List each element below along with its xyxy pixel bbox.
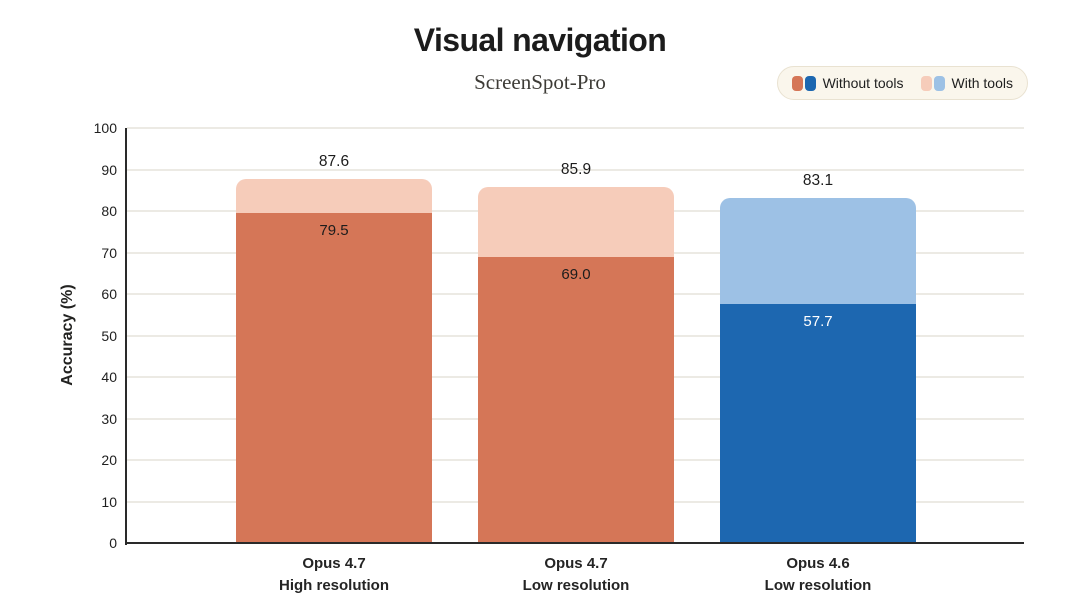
bar-segment-with-tools bbox=[720, 198, 916, 304]
y-tick-label: 30 bbox=[101, 410, 117, 427]
y-tick-label: 40 bbox=[101, 369, 117, 385]
y-tick-label: 70 bbox=[101, 244, 117, 261]
bar-value-label-without-tools: 79.5 bbox=[319, 222, 349, 240]
legend-swatch-icon bbox=[920, 75, 932, 91]
bar-value-label-total: 83.1 bbox=[802, 172, 834, 190]
bar-segment-without-tools bbox=[236, 213, 432, 542]
bar-segment-with-tools bbox=[236, 179, 432, 214]
y-tick-label: 100 bbox=[93, 120, 117, 136]
bar-segment-with-tools bbox=[478, 186, 674, 257]
x-category-line1: Opus 4.6 bbox=[786, 555, 850, 572]
y-axis-title: Accuracy (%) bbox=[59, 284, 76, 386]
chart-title: Visual navigation bbox=[413, 22, 667, 58]
x-category-label: Opus 4.6 Low resolution bbox=[698, 553, 938, 597]
chart-subtitle: ScreenSpot-Pro bbox=[474, 70, 606, 94]
x-category-label: Opus 4.7 Low resolution bbox=[456, 553, 696, 597]
legend-item: With tools bbox=[920, 75, 1013, 91]
x-axis-line bbox=[125, 542, 1024, 544]
legend-item-label: With tools bbox=[951, 75, 1013, 91]
bar-segment-without-tools bbox=[720, 303, 916, 542]
x-category-line1: Opus 4.7 bbox=[302, 555, 366, 572]
y-tick-label: 90 bbox=[101, 161, 117, 178]
y-tick-label: 10 bbox=[101, 493, 117, 510]
bar-value-label-total: 87.6 bbox=[318, 153, 350, 171]
gridline bbox=[127, 127, 1024, 129]
y-tick-label: 20 bbox=[101, 452, 117, 468]
y-tick-label: 60 bbox=[101, 286, 117, 302]
x-category-line1: Opus 4.7 bbox=[544, 555, 608, 572]
x-category-line2: Low resolution bbox=[522, 577, 630, 594]
x-category-label: Opus 4.7 High resolution bbox=[214, 553, 454, 597]
bar-value-label-without-tools: 69.0 bbox=[561, 265, 591, 283]
gridline bbox=[127, 168, 1024, 171]
x-category-line2: High resolution bbox=[279, 577, 389, 594]
legend-swatch-icon bbox=[933, 75, 945, 91]
y-axis-line bbox=[125, 128, 127, 545]
bar-value-label-total: 85.9 bbox=[560, 160, 592, 178]
bar-value-label-without-tools: 57.7 bbox=[803, 312, 833, 330]
legend-item: Without tools bbox=[791, 75, 904, 91]
y-tick-label: 50 bbox=[101, 327, 117, 344]
legend: Without tools With tools bbox=[776, 66, 1028, 100]
legend-item-label: Without tools bbox=[822, 75, 904, 91]
y-tick-label: 0 bbox=[109, 535, 117, 551]
legend-swatch-icon bbox=[791, 75, 803, 91]
y-tick-label: 80 bbox=[101, 203, 117, 219]
legend-swatch-icon bbox=[804, 75, 816, 91]
bar-segment-without-tools bbox=[478, 256, 674, 542]
x-category-line2: Low resolution bbox=[764, 577, 872, 594]
